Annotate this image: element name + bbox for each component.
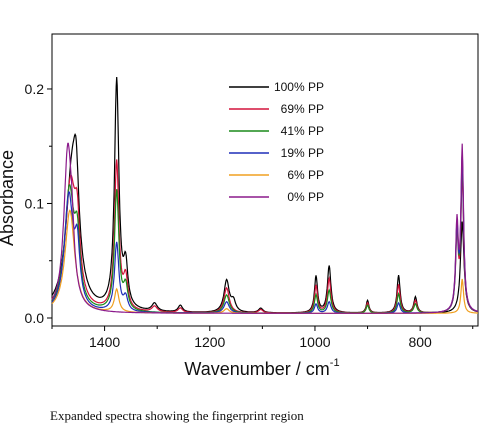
legend-label-2: 41% PP (281, 124, 324, 138)
x-tick-label: 1400 (89, 334, 120, 350)
legend-label-5: 0% PP (287, 190, 324, 204)
series-layer (51, 76, 479, 314)
plot-frame (51, 33, 479, 327)
x-axis-title-text: Wavenumber / cm (184, 359, 329, 379)
x-tick-label: 800 (408, 334, 432, 350)
x-axis-title-superscript: -1 (330, 357, 340, 369)
y-tick-label: 0.1 (25, 195, 45, 211)
legend-label-1: 69% PP (281, 102, 324, 116)
legend-label-3: 19% PP (281, 146, 324, 160)
series-line-4 (51, 209, 478, 314)
legend-label-4: 6% PP (287, 168, 324, 182)
x-tick-label: 1200 (194, 334, 225, 350)
chart: 1400 1200 1000 800 0.0 0.1 0.2 100% PP 69% PP 41… (0, 33, 479, 379)
y-axis-title: Absorbance (0, 150, 17, 246)
series-line-5 (51, 142, 479, 314)
legend: 100% PP 69% PP 41% PP 19% PP 6% PP 0% PP (229, 80, 324, 204)
y-tick-label: 0.0 (25, 310, 45, 326)
x-tick-label: 1000 (299, 334, 330, 350)
y-tick-label: 0.2 (25, 81, 45, 97)
axes: 1400 1200 1000 800 0.0 0.1 0.2 (25, 33, 479, 350)
legend-label-0: 100% PP (274, 80, 324, 94)
figure-caption: Expanded spectra showing the fingerprint… (50, 408, 304, 423)
x-axis-title: Wavenumber / cm-1 (184, 357, 339, 379)
